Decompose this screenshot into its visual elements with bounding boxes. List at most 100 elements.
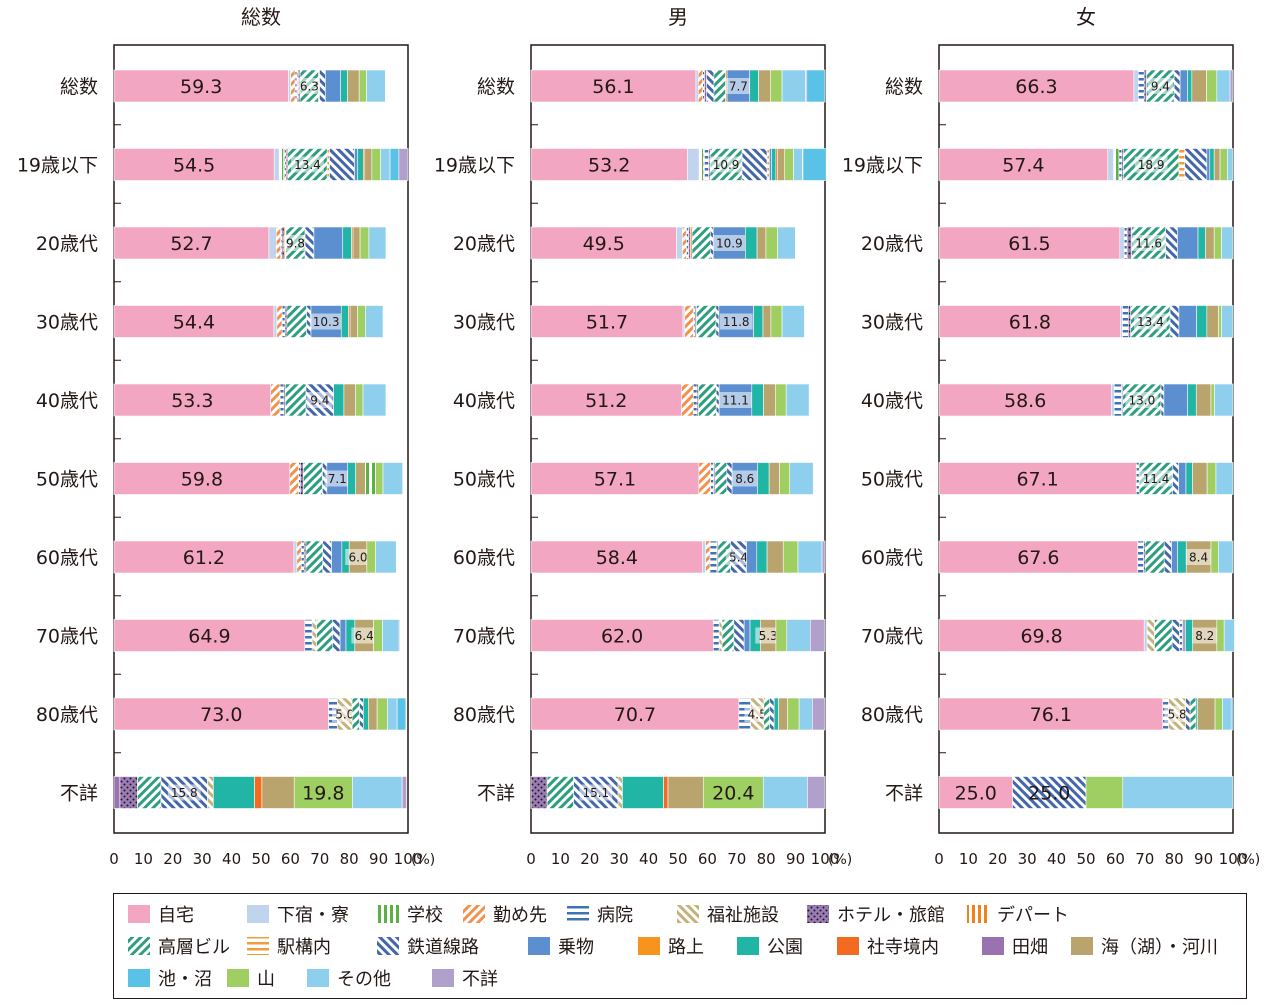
bar-segment-byoin — [281, 305, 286, 338]
bar-segment-yama — [1218, 305, 1222, 338]
category-label: 70歳代 — [861, 626, 923, 648]
legend-label: 山 — [257, 969, 275, 990]
bar-segment-koen — [1177, 540, 1187, 574]
legend-swatch — [737, 937, 759, 955]
bar-segment-jitaku — [530, 226, 677, 260]
x-tick-label: 0 — [109, 850, 119, 868]
bar-segment-koen — [1196, 305, 1208, 338]
category-label: 80歳代 — [861, 704, 923, 726]
bar-segment-geshuku — [1110, 383, 1115, 417]
bar-segment-tetsudo — [706, 69, 715, 103]
bar-segment-kosobiru — [1154, 619, 1173, 652]
bar-segment-byoin — [710, 462, 714, 495]
bar-segment-sonota — [380, 148, 391, 181]
bar-segment-tetsudo — [1169, 305, 1180, 338]
bar-segment-byoin — [1123, 226, 1128, 260]
bar-segment-hotel — [1143, 69, 1147, 103]
data-label: 13.4 — [294, 158, 321, 172]
legend-item-gakko: 学校 — [377, 905, 443, 926]
bar-segment-koen — [347, 462, 356, 495]
legend-item-depart: デパート — [967, 905, 1069, 926]
bar-segment-norimono — [746, 540, 758, 574]
data-label: 5.4 — [729, 550, 748, 564]
legend-item-shaji: 社寺境内 — [837, 937, 939, 958]
data-label: 11.8 — [723, 315, 750, 329]
bar-segment-koen — [745, 226, 758, 260]
data-label: 8.6 — [735, 472, 754, 486]
bar-segment-ike — [806, 69, 826, 103]
bar-segment-yama — [373, 619, 383, 652]
bar-segment-sonota — [777, 226, 796, 260]
bar-segment-ike — [1230, 697, 1234, 731]
bar-segment-sonota — [382, 462, 404, 495]
data-label: 52.7 — [170, 233, 212, 255]
bar-segment-tetsudo — [319, 69, 326, 103]
data-label: 57.4 — [1002, 154, 1044, 176]
bar-segment-jitaku — [530, 462, 700, 495]
bar-segment-umi — [352, 226, 361, 260]
bar-segment-tetsudo — [769, 697, 775, 731]
bar-segment-fusho — [398, 619, 401, 652]
bar-segment-kosobiru — [316, 619, 334, 652]
bar-segment-umi — [756, 226, 767, 260]
legend-label: 自宅 — [158, 905, 194, 926]
legend-label: 社寺境内 — [867, 937, 939, 958]
x-tick-label: 0 — [934, 850, 944, 868]
bar-segment-kosobiru — [137, 776, 162, 809]
bar-segment-yama — [371, 148, 381, 181]
bar-segment-koen — [340, 305, 349, 338]
data-label: 62.0 — [601, 625, 643, 647]
bar-segment-kosobiru — [285, 383, 307, 417]
chart-panel: 女 0 10 20 30 40 50 60 70 80 90 100(%) 総数 66.3 9.4 19歳以下… — [842, 5, 1260, 868]
data-label-bg — [725, 78, 752, 94]
bar-segment-hotel — [300, 462, 304, 495]
bar-segment-ekikonai — [1178, 148, 1186, 181]
bar-segment-jitaku — [938, 619, 1145, 652]
bar-segment-yama — [1210, 383, 1215, 417]
bar-segment-koen — [773, 697, 779, 731]
bar-segment-yama — [765, 226, 778, 260]
x-tick-label: 90 — [369, 850, 388, 868]
bar-segment-sonota — [362, 383, 387, 417]
data-label-bg — [351, 627, 377, 644]
bar-segment-jitaku — [113, 226, 270, 260]
bar-segment-kosobiru — [691, 226, 711, 260]
bar-segment-jitaku — [938, 540, 1139, 574]
bar-segment-jitaku — [113, 619, 306, 652]
bar-segment-jitaku — [113, 540, 295, 574]
bar-segment-kosobiru — [286, 305, 307, 338]
x-tick-label: 50 — [1076, 850, 1095, 868]
x-tick-label: 70 — [727, 850, 746, 868]
bar-segment-sonota — [1218, 540, 1234, 574]
category-label: 20歳代 — [453, 233, 515, 255]
bar-segment-yama — [1085, 776, 1124, 809]
bar-segment-jitaku — [113, 383, 272, 417]
bar-segment-geshuku — [676, 226, 683, 260]
data-label: 13.0 — [1129, 393, 1156, 407]
bar-segment-jitaku — [530, 305, 684, 338]
x-tick-label: 10 — [959, 850, 978, 868]
bar-segment-ike — [802, 148, 827, 181]
bar-segment-geshuku — [1143, 619, 1148, 652]
x-tick-label: 100 — [1219, 850, 1248, 868]
legend-label: 学校 — [407, 905, 443, 926]
data-label-bg — [1133, 313, 1167, 330]
data-label: 67.6 — [1017, 547, 1059, 569]
bar-segment-geshuku — [288, 69, 291, 103]
bar-segment-hotel — [119, 776, 138, 809]
bar-segment-byoin — [712, 619, 720, 652]
bar-segment-sonota — [387, 697, 398, 731]
bar-segment-tahata — [113, 776, 121, 809]
legend-label: 海（湖）・河川 — [1101, 937, 1218, 958]
bar-segment-sonota — [366, 69, 386, 103]
category-label: 19歳以下 — [434, 155, 515, 177]
bar-segment-geshuku — [273, 305, 278, 338]
legend-item-hotel: ホテル・旅館 — [807, 905, 945, 926]
bar-segment-kosobiru — [1189, 697, 1197, 731]
bar-segment-jitaku — [113, 305, 275, 338]
legend-item-umi: 海（湖）・河川 — [1071, 937, 1218, 958]
legend-item-kosobiru: 高層ビル — [128, 937, 230, 958]
legend-label: その他 — [337, 969, 391, 990]
legend-swatch — [128, 969, 150, 987]
bar-segment-umi — [762, 305, 772, 338]
